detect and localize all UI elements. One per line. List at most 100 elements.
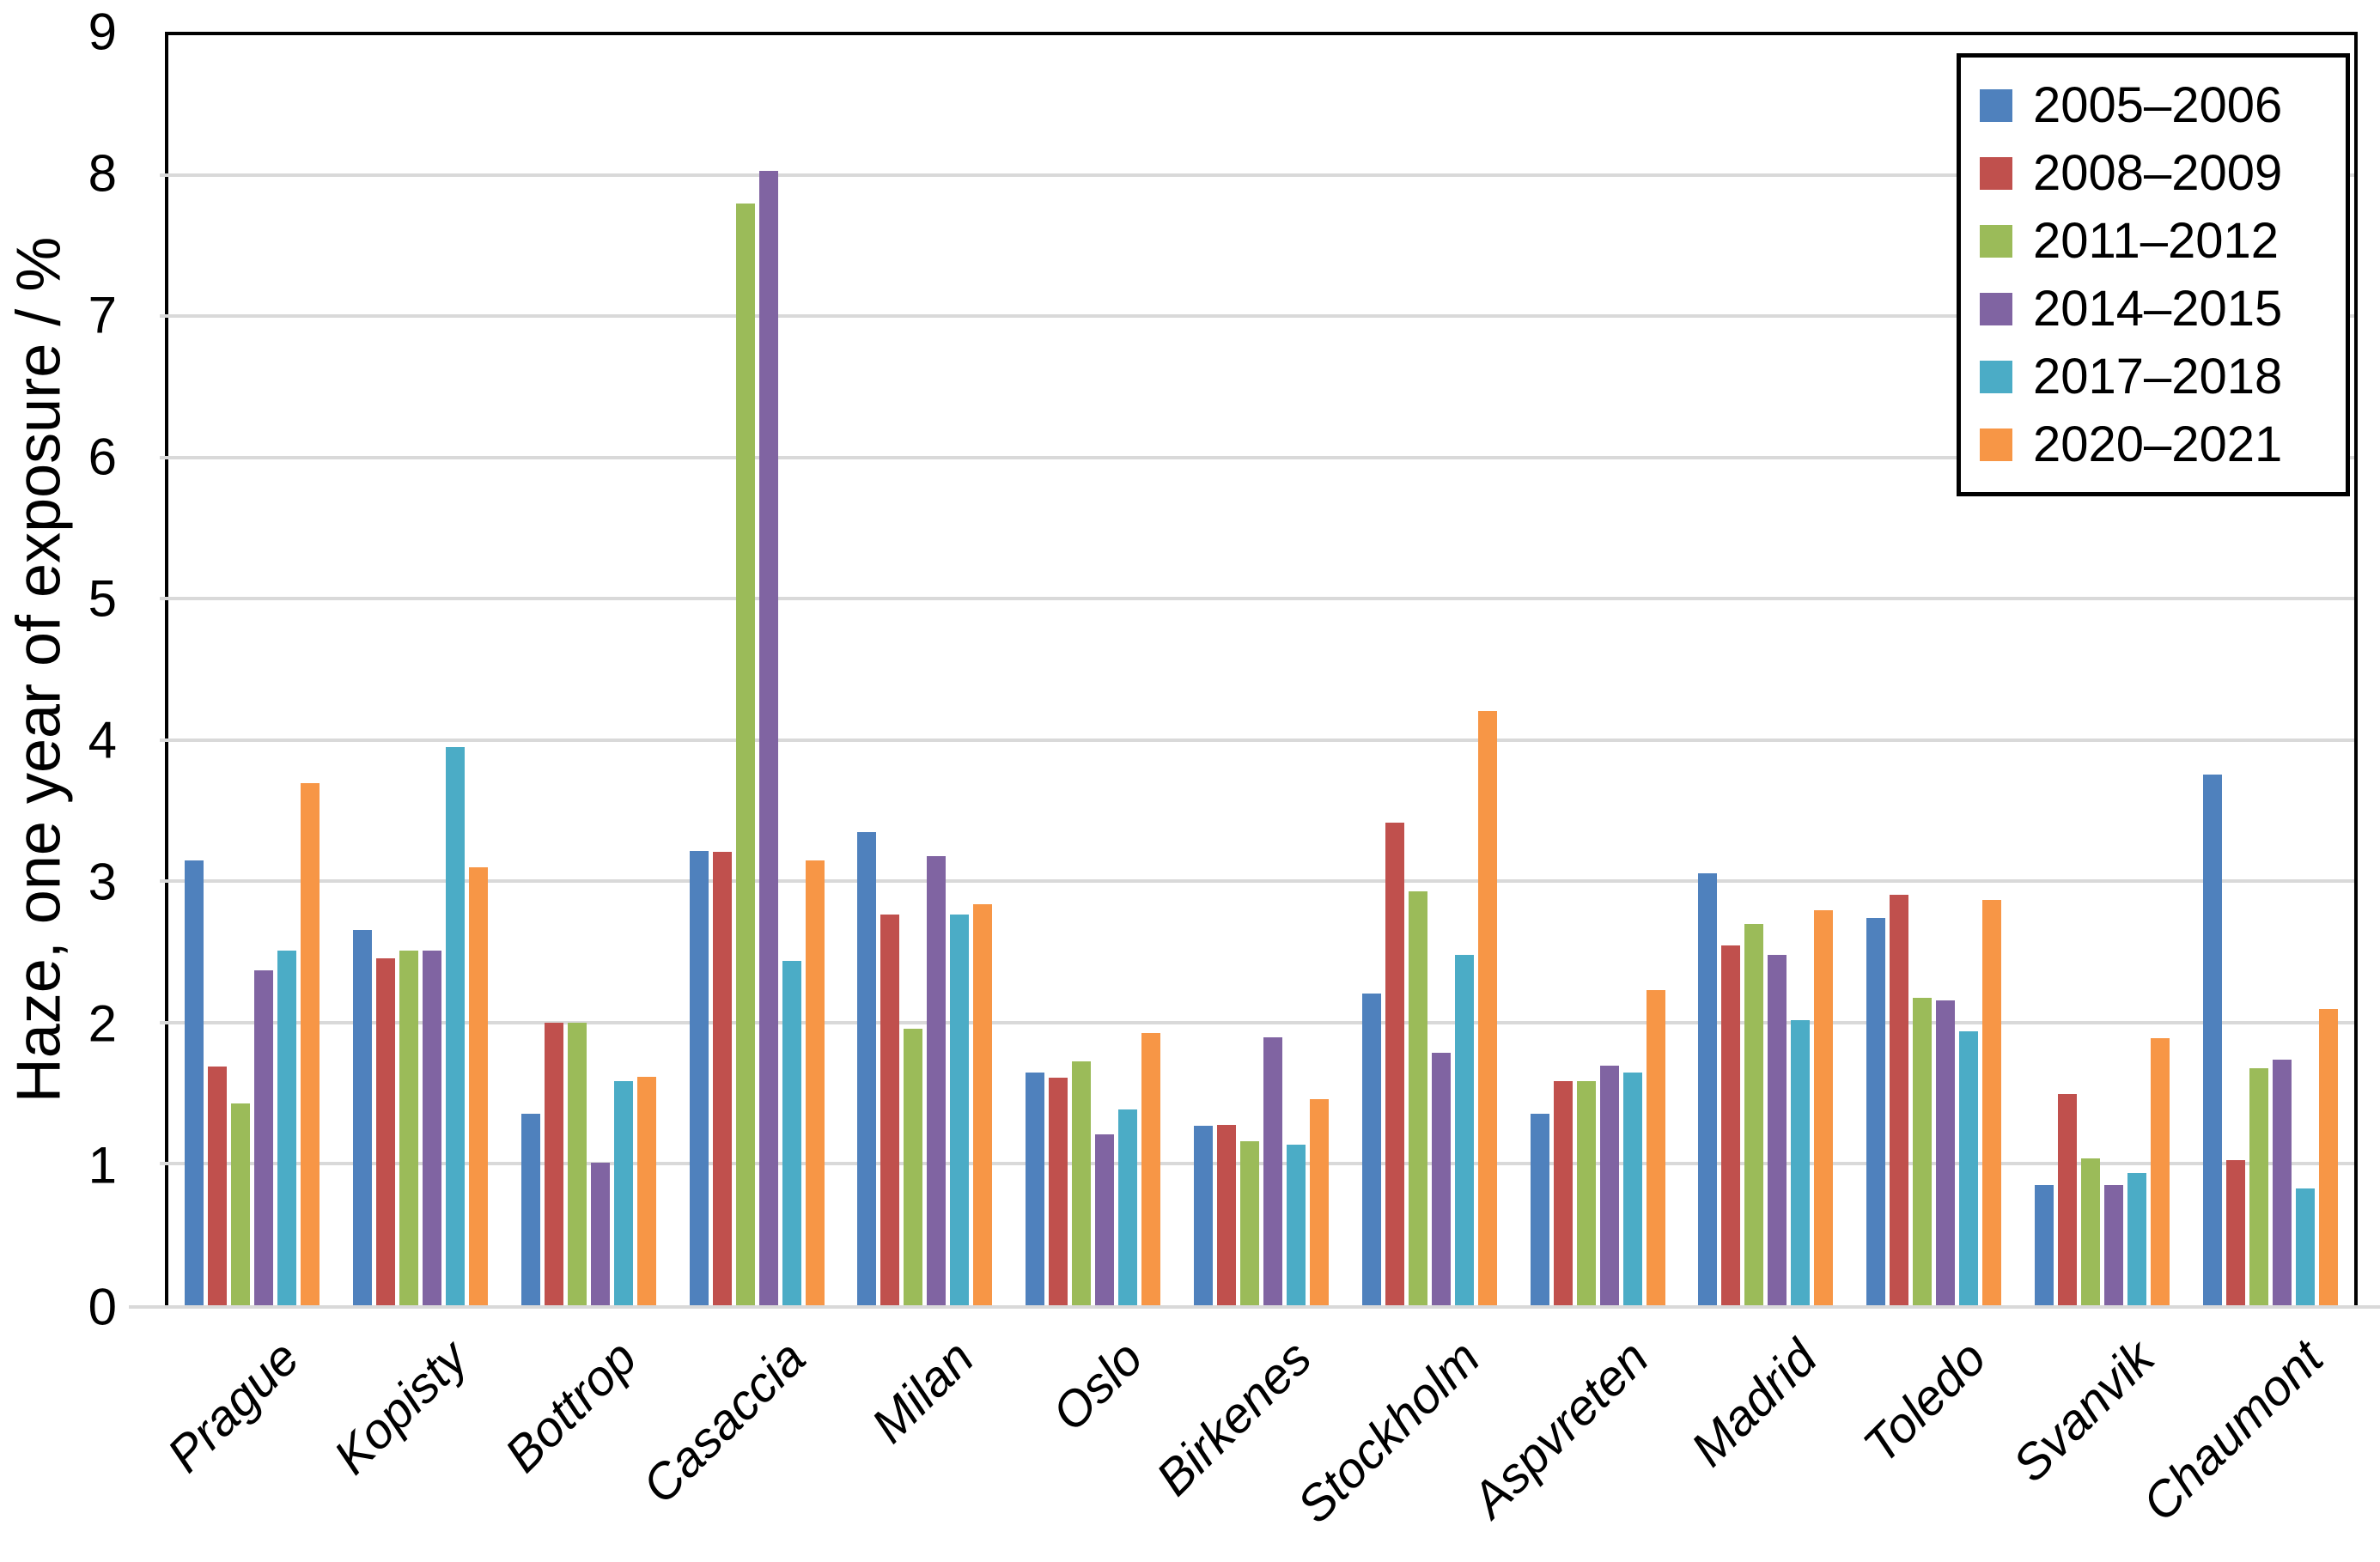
y-tick-label: 8 bbox=[88, 144, 117, 203]
bar-stockholm-2005-2006 bbox=[1361, 993, 1381, 1307]
bar-birkenes-2008-2009 bbox=[1216, 1124, 1236, 1307]
bar-prague-2008-2009 bbox=[208, 1067, 228, 1307]
bar-kopisty-2020-2021 bbox=[469, 867, 489, 1307]
bar-svanvik-2014-2015 bbox=[2103, 1185, 2123, 1307]
bar-chaumont-2017-2018 bbox=[2295, 1188, 2315, 1307]
bar-group-toledo bbox=[1850, 35, 2018, 1307]
x-category-label-milan: Milan bbox=[861, 1329, 985, 1454]
x-category-label-bottrop: Bottrop bbox=[494, 1329, 648, 1483]
bar-oslo-2008-2009 bbox=[1049, 1078, 1068, 1307]
bar-kopisty-2017-2018 bbox=[446, 747, 466, 1307]
gridline bbox=[160, 879, 2354, 884]
gridline bbox=[160, 597, 2354, 601]
legend-label: 2005–2006 bbox=[2033, 77, 2283, 133]
y-axis-tick-labels: 0 1 2 3 4 5 6 7 8 9 bbox=[0, 3, 117, 1336]
y-tick-label: 4 bbox=[88, 711, 117, 769]
bar-stockholm-2020-2021 bbox=[1477, 710, 1497, 1307]
bar-toledo-2005-2006 bbox=[1866, 918, 1886, 1307]
bar-milan-2017-2018 bbox=[950, 914, 970, 1307]
legend-swatch-icon bbox=[1980, 224, 2012, 258]
bar-kopisty-2011-2012 bbox=[399, 951, 419, 1307]
x-category-label-aspvreten: Aspvreten bbox=[1461, 1329, 1659, 1529]
bar-svanvik-2017-2018 bbox=[2127, 1172, 2146, 1307]
x-category-label-kopisty: Kopisty bbox=[323, 1329, 479, 1486]
bar-aspvreten-2017-2018 bbox=[1622, 1072, 1642, 1307]
legend-item: 2005–2006 bbox=[1980, 71, 2327, 139]
bar-bottrop-2011-2012 bbox=[567, 1023, 587, 1307]
bar-prague-2011-2012 bbox=[231, 1103, 251, 1307]
x-category-label-prague: Prague bbox=[156, 1329, 310, 1483]
bar-madrid-2008-2009 bbox=[1721, 945, 1741, 1307]
bar-aspvreten-2014-2015 bbox=[1599, 1065, 1619, 1307]
bar-group-madrid bbox=[1682, 35, 1850, 1307]
bar-kopisty-2008-2009 bbox=[376, 957, 396, 1307]
bar-chaumont-2014-2015 bbox=[2272, 1060, 2292, 1307]
x-category-label-madrid: Madrid bbox=[1680, 1329, 1829, 1478]
bar-toledo-2017-2018 bbox=[1959, 1031, 1979, 1307]
bar-madrid-2011-2012 bbox=[1744, 924, 1764, 1307]
bar-birkenes-2020-2021 bbox=[1309, 1099, 1329, 1307]
legend-item: 2014–2015 bbox=[1980, 275, 2327, 343]
bar-madrid-2005-2006 bbox=[1698, 872, 1718, 1307]
bar-bottrop-2014-2015 bbox=[590, 1163, 610, 1307]
bar-casaccia-2008-2009 bbox=[712, 852, 732, 1307]
bar-oslo-2011-2012 bbox=[1072, 1061, 1092, 1307]
x-category-label-birkenes: Birkenes bbox=[1145, 1329, 1323, 1507]
legend-swatch-icon bbox=[1980, 88, 2012, 122]
bar-bottrop-2020-2021 bbox=[636, 1076, 656, 1307]
x-category-label-toledo: Toledo bbox=[1853, 1329, 1997, 1474]
bar-stockholm-2017-2018 bbox=[1454, 955, 1474, 1307]
x-category-label-stockholm: Stockholm bbox=[1287, 1329, 1491, 1535]
bar-group-kopisty bbox=[337, 35, 505, 1307]
legend-item: 2008–2009 bbox=[1980, 139, 2327, 207]
legend-swatch-icon bbox=[1980, 292, 2012, 325]
bar-chaumont-2011-2012 bbox=[2249, 1067, 2268, 1307]
bar-birkenes-2014-2015 bbox=[1263, 1036, 1282, 1307]
bar-oslo-2005-2006 bbox=[1026, 1072, 1045, 1307]
bar-birkenes-2005-2006 bbox=[1193, 1126, 1213, 1307]
gridline bbox=[160, 738, 2354, 742]
bar-stockholm-2011-2012 bbox=[1408, 891, 1427, 1307]
y-tick-label: 2 bbox=[88, 994, 117, 1053]
bar-milan-2020-2021 bbox=[973, 904, 993, 1307]
gridline bbox=[160, 173, 2354, 177]
x-category-label-chaumont: Chaumont bbox=[2132, 1329, 2334, 1532]
legend-item: 2017–2018 bbox=[1980, 343, 2327, 410]
bar-casaccia-2011-2012 bbox=[735, 203, 755, 1307]
bar-madrid-2014-2015 bbox=[1768, 955, 1787, 1307]
bar-aspvreten-2020-2021 bbox=[1646, 990, 1665, 1307]
bar-toledo-2011-2012 bbox=[1913, 997, 1933, 1307]
bar-group-stockholm bbox=[1345, 35, 1513, 1307]
y-tick-label: 7 bbox=[88, 286, 117, 344]
bar-groups bbox=[168, 35, 2354, 1307]
bar-kopisty-2014-2015 bbox=[423, 951, 442, 1307]
bar-svanvik-2005-2006 bbox=[2034, 1185, 2054, 1307]
gridline bbox=[160, 455, 2354, 459]
bar-casaccia-2014-2015 bbox=[758, 170, 778, 1307]
bar-stockholm-2014-2015 bbox=[1431, 1052, 1451, 1307]
bar-toledo-2008-2009 bbox=[1890, 894, 1909, 1307]
bar-toledo-2014-2015 bbox=[1936, 1000, 1956, 1307]
gridline bbox=[160, 314, 2354, 319]
bar-toledo-2020-2021 bbox=[1982, 900, 2002, 1307]
bar-svanvik-2020-2021 bbox=[2150, 1038, 2170, 1307]
bar-group-oslo bbox=[1009, 35, 1178, 1307]
bar-group-aspvreten bbox=[1513, 35, 1682, 1307]
bar-svanvik-2011-2012 bbox=[2080, 1158, 2100, 1307]
bar-group-chaumont bbox=[2186, 35, 2354, 1307]
bar-madrid-2020-2021 bbox=[1814, 909, 1834, 1307]
bar-aspvreten-2008-2009 bbox=[1553, 1080, 1573, 1307]
legend-item: 2011–2012 bbox=[1980, 207, 2327, 275]
bar-prague-2014-2015 bbox=[254, 970, 274, 1307]
x-axis-line bbox=[129, 1305, 2380, 1309]
x-category-label-casaccia: Casaccia bbox=[631, 1329, 817, 1515]
x-category-label-oslo: Oslo bbox=[1041, 1329, 1153, 1443]
legend-label: 2017–2018 bbox=[2033, 349, 2283, 404]
y-tick-label: 1 bbox=[88, 1136, 117, 1194]
x-category-label-svanvik: Svanvik bbox=[2002, 1329, 2166, 1493]
legend-item: 2020–2021 bbox=[1980, 410, 2327, 478]
legend: 2005–2006 2008–2009 2011–2012 2014–2015 2017… bbox=[1957, 53, 2350, 496]
y-tick-label: 3 bbox=[88, 853, 117, 911]
bar-stockholm-2008-2009 bbox=[1385, 822, 1404, 1307]
legend-label: 2008–2009 bbox=[2033, 145, 2283, 201]
